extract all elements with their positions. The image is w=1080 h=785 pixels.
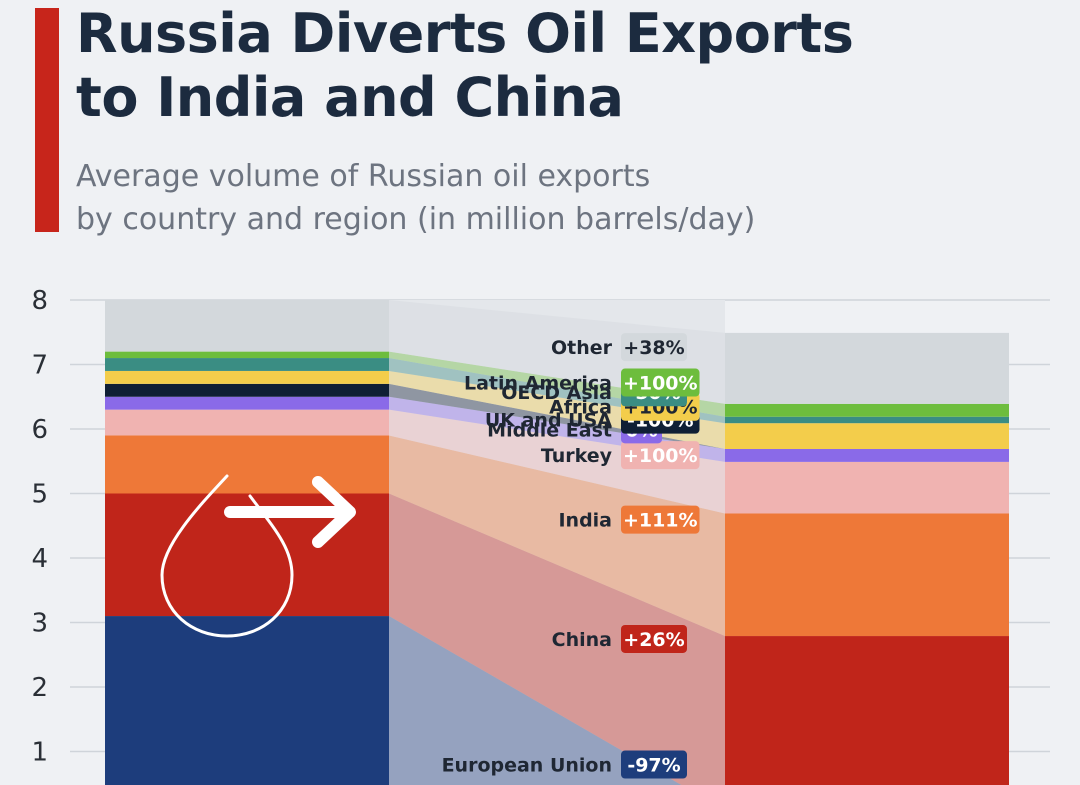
bar-segment-latin-america-2 — [725, 403, 1009, 417]
category-label-latin-america: Latin America — [464, 373, 612, 395]
category-label-turkey: Turkey — [541, 445, 613, 467]
arrow-head-icon — [312, 476, 356, 548]
accent-bar — [35, 8, 59, 232]
bar-segment-china-2 — [725, 636, 1009, 785]
category-label-india: India — [558, 510, 612, 532]
category-label-other: Other — [551, 337, 613, 359]
change-badge-turkey — [621, 441, 700, 470]
bar-segment-turkey-1 — [105, 409, 389, 436]
change-label-india: +111% — [623, 510, 698, 532]
bar-segment-turkey-2 — [725, 461, 1009, 514]
change-label-china: +26% — [623, 629, 684, 651]
change-badge-european-union — [621, 750, 687, 779]
bar-segment-middle-east-2 — [725, 448, 1009, 462]
category-label-uk-and-usa: UK and USA — [485, 410, 612, 432]
category-labels: European Union -97% China +26% India +111% Tur… — [442, 333, 700, 779]
change-badge-china — [621, 624, 687, 653]
oil-drop-icon — [160, 474, 294, 638]
category-label-oecd-asia: OECD Asia — [501, 382, 612, 404]
change-badge-india — [621, 505, 700, 534]
y-tick-label: 3 — [31, 609, 48, 639]
y-axis-ticks: 1 2 3 4 5 6 7 8 — [31, 286, 48, 768]
y-tick-label: 2 — [31, 673, 48, 703]
bar-segment-africa-2 — [725, 423, 1009, 449]
oil-drop-arrow-icon — [160, 474, 356, 638]
change-label-latin-america: +100% — [623, 373, 698, 395]
flow-band-european-union — [389, 616, 682, 785]
bar-segment-latin-america-1 — [105, 351, 389, 359]
bar-segment-european-union-1 — [105, 616, 389, 785]
bar-segment-oecd-asia-2 — [725, 416, 1009, 424]
change-label-european-union: -97% — [627, 755, 680, 777]
flow-band-india — [389, 435, 725, 637]
chart-subtitle: Average volume of Russian oil exports by… — [76, 159, 756, 237]
bar-segment-india-2 — [725, 513, 1009, 637]
y-tick-label: 7 — [31, 351, 48, 381]
category-label-european-union: European Union — [442, 755, 612, 777]
category-label-china: China — [552, 629, 612, 651]
chart-title: Russia Diverts Oil Exports to India and … — [76, 2, 854, 129]
y-tick-label: 8 — [31, 286, 48, 316]
flow-band-turkey — [389, 409, 725, 514]
bar-segment-uk-and-usa-1 — [105, 383, 389, 397]
change-badge-latin-america — [621, 368, 700, 397]
change-badge-other — [621, 333, 687, 362]
change-label-other: +38% — [623, 337, 684, 359]
bar-segment-oecd-asia-1 — [105, 358, 389, 371]
bar-segment-india-1 — [105, 435, 389, 494]
flow-band-uk-and-usa — [389, 383, 725, 449]
flow-band-china — [389, 493, 725, 785]
bar-segment-other-2 — [725, 332, 1009, 404]
bar-segment-africa-1 — [105, 370, 389, 384]
y-tick-label: 5 — [31, 480, 48, 510]
y-tick-label: 6 — [31, 415, 48, 445]
y-tick-label: 4 — [31, 544, 48, 574]
category-label-middle-east: Middle East — [487, 419, 612, 441]
bar-segment-middle-east-1 — [105, 396, 389, 410]
category-label-africa: Africa — [549, 397, 612, 419]
y-tick-label: 1 — [31, 738, 48, 768]
bar-segment-other-1 — [105, 300, 389, 352]
change-label-turkey: +100% — [623, 445, 698, 467]
